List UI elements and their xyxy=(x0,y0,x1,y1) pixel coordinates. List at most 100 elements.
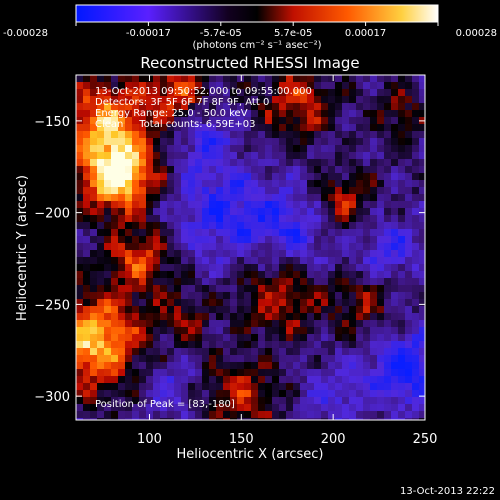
heatmap-cell xyxy=(293,404,301,412)
heatmap-cell xyxy=(244,236,252,244)
heatmap-cell xyxy=(300,376,308,384)
heatmap-cell xyxy=(258,369,266,377)
heatmap-cell xyxy=(356,334,364,342)
heatmap-cell xyxy=(251,96,259,104)
heatmap-cell xyxy=(293,257,301,265)
heatmap-cell xyxy=(356,355,364,363)
heatmap-cell xyxy=(209,103,217,111)
heatmap-cell xyxy=(405,152,413,160)
heatmap-cell xyxy=(83,320,91,328)
heatmap-cell xyxy=(328,320,336,328)
heatmap-cell xyxy=(160,369,168,377)
heatmap-cell xyxy=(90,285,98,293)
heatmap-cell xyxy=(272,89,280,97)
heatmap-cell xyxy=(405,243,413,251)
heatmap-cell xyxy=(237,264,245,272)
heatmap-cell xyxy=(104,96,112,104)
heatmap-cell xyxy=(398,355,406,363)
heatmap-cell xyxy=(167,152,175,160)
heatmap-cell xyxy=(97,236,105,244)
heatmap-cell xyxy=(279,397,287,405)
heatmap-cell xyxy=(83,411,91,419)
heatmap-cell xyxy=(272,82,280,90)
heatmap-cell xyxy=(111,355,119,363)
heatmap-cell xyxy=(405,355,413,363)
heatmap-cell xyxy=(342,243,350,251)
heatmap-cell xyxy=(230,201,238,209)
heatmap-cell xyxy=(97,369,105,377)
heatmap-cell xyxy=(272,341,280,349)
heatmap-cell xyxy=(132,369,140,377)
heatmap-cell xyxy=(314,257,322,265)
heatmap-cell xyxy=(146,278,154,286)
heatmap-cell xyxy=(244,299,252,307)
heatmap-cell xyxy=(363,264,371,272)
chart-title: Reconstructed RHESSI Image xyxy=(140,54,359,72)
heatmap-cell xyxy=(272,376,280,384)
heatmap-cell xyxy=(335,166,343,174)
heatmap-cell xyxy=(258,222,266,230)
heatmap-cell xyxy=(132,383,140,391)
heatmap-cell xyxy=(356,208,364,216)
heatmap-cell xyxy=(118,292,126,300)
heatmap-cell xyxy=(258,201,266,209)
heatmap-cell xyxy=(384,124,392,132)
colorbar-tick-label: 0.00017 xyxy=(345,28,386,39)
heatmap-cell xyxy=(342,173,350,181)
heatmap-cell xyxy=(111,166,119,174)
heatmap-cell xyxy=(272,397,280,405)
heatmap-cell xyxy=(251,369,259,377)
heatmap-cell xyxy=(258,194,266,202)
heatmap-cell xyxy=(195,397,203,405)
heatmap-cell xyxy=(153,131,161,139)
heatmap-cell xyxy=(412,376,420,384)
heatmap-cell xyxy=(195,180,203,188)
heatmap-cell xyxy=(244,229,252,237)
heatmap-cell xyxy=(230,215,238,223)
heatmap-cell xyxy=(90,355,98,363)
heatmap-cell xyxy=(216,138,224,146)
heatmap-cell xyxy=(153,173,161,181)
heatmap-cell xyxy=(104,82,112,90)
heatmap-cell xyxy=(202,299,210,307)
heatmap-cell xyxy=(202,320,210,328)
heatmap-cell xyxy=(286,278,294,286)
heatmap-cell xyxy=(216,243,224,251)
heatmap-cell xyxy=(377,96,385,104)
heatmap-cell xyxy=(258,348,266,356)
heatmap-cell xyxy=(342,250,350,258)
heatmap-cell xyxy=(272,138,280,146)
heatmap-cell xyxy=(405,334,413,342)
heatmap-cell xyxy=(216,124,224,132)
y-tick-label: −300 xyxy=(34,390,70,405)
heatmap-cell xyxy=(118,250,126,258)
heatmap-cell xyxy=(398,285,406,293)
heatmap-cell xyxy=(321,145,329,153)
heatmap-cell xyxy=(230,411,238,419)
heatmap-cell xyxy=(342,208,350,216)
heatmap-cell xyxy=(146,180,154,188)
heatmap-cell xyxy=(104,131,112,139)
heatmap-cell xyxy=(83,271,91,279)
heatmap-cell xyxy=(223,313,231,321)
heatmap-cell xyxy=(153,334,161,342)
heatmap-cell xyxy=(251,404,259,412)
heatmap-cell xyxy=(412,222,420,230)
heatmap-cell xyxy=(377,89,385,97)
heatmap-cell xyxy=(293,89,301,97)
heatmap-cell xyxy=(412,89,420,97)
heatmap-cell xyxy=(195,376,203,384)
heatmap-cell xyxy=(223,131,231,139)
heatmap-cell xyxy=(412,215,420,223)
heatmap-cell xyxy=(223,138,231,146)
heatmap-cell xyxy=(244,397,252,405)
heatmap-cell xyxy=(167,166,175,174)
heatmap-cell xyxy=(76,411,84,419)
heatmap-cell xyxy=(265,285,273,293)
heatmap-cell xyxy=(146,404,154,412)
heatmap-cell xyxy=(349,418,357,420)
heatmap-cell xyxy=(90,180,98,188)
heatmap-cell xyxy=(139,124,147,132)
heatmap-cell xyxy=(377,110,385,118)
heatmap-cell xyxy=(349,75,357,83)
